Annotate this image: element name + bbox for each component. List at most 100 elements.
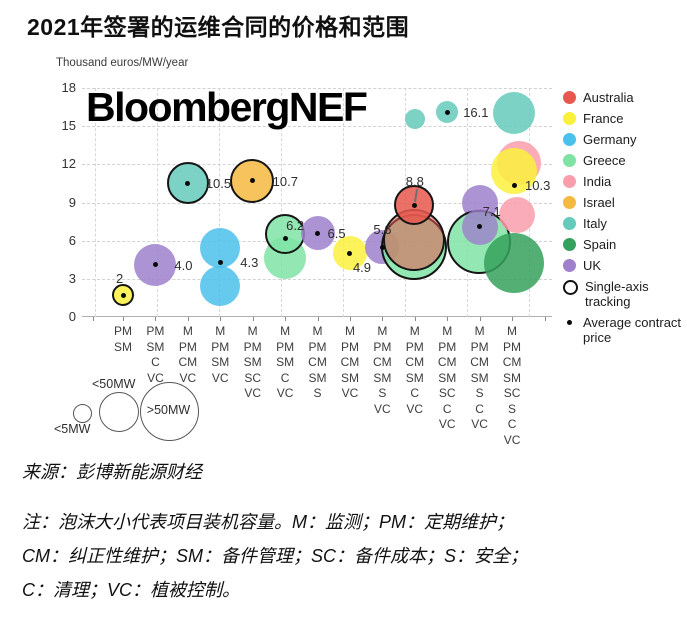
service-code: M bbox=[280, 324, 291, 338]
value-label: 4.3 bbox=[240, 255, 259, 271]
footnote-line: 注：泡沫大小代表项目装机容量。M：监测；PM：定期维护； bbox=[22, 512, 514, 532]
x-axis-tick bbox=[382, 317, 384, 321]
service-code: C bbox=[280, 370, 290, 385]
legend-item-ring: Single-axis tracking bbox=[563, 279, 685, 309]
service-code: SM bbox=[243, 355, 262, 369]
service-code: SC bbox=[244, 370, 261, 385]
x-category-label: M PM CM VC bbox=[170, 324, 206, 386]
service-code: CM bbox=[437, 355, 457, 369]
value-label: 5.6 bbox=[373, 222, 392, 238]
value-label: 16.1 bbox=[463, 105, 489, 121]
value-label: 6.2 bbox=[286, 217, 305, 233]
avg-contract-price-dot bbox=[185, 180, 191, 186]
service-code: PM bbox=[243, 339, 262, 354]
legend-swatch bbox=[563, 91, 576, 104]
y-tick-label: 18 bbox=[61, 80, 76, 96]
legend: Australia France Germany Greece India Israel I… bbox=[563, 90, 685, 351]
service-code: PM bbox=[146, 324, 165, 338]
watermark-bloombergnef: BloombergNEF bbox=[86, 84, 368, 130]
service-code: M bbox=[442, 324, 453, 338]
gridline-h bbox=[82, 164, 552, 166]
service-code: VC bbox=[471, 417, 488, 431]
legend-label: Greece bbox=[583, 153, 626, 168]
service-code: PM bbox=[405, 339, 424, 354]
gridline-v bbox=[95, 88, 96, 317]
legend-item-israel: Israel bbox=[563, 195, 685, 210]
legend-swatch bbox=[563, 196, 576, 209]
gridline-v bbox=[219, 88, 220, 317]
legend-swatch bbox=[563, 238, 576, 251]
avg-contract-price-dot bbox=[379, 244, 385, 250]
legend-item-france: France bbox=[563, 111, 685, 126]
value-label: 4.9 bbox=[352, 260, 372, 276]
service-code: PM bbox=[503, 339, 522, 354]
x-axis-tick bbox=[220, 317, 222, 321]
avg-contract-price-dot bbox=[250, 178, 256, 184]
avg-contract-price-dot bbox=[315, 230, 321, 236]
x-axis-tick bbox=[187, 317, 189, 321]
service-code: C bbox=[410, 386, 420, 400]
legend-label: Israel bbox=[583, 195, 615, 210]
size-label: >50MW bbox=[146, 403, 191, 417]
service-code: PM bbox=[114, 324, 132, 338]
gridline-h bbox=[82, 88, 552, 90]
legend-label: Germany bbox=[583, 132, 637, 147]
value-label: 10.5 bbox=[205, 176, 232, 192]
service-code: S bbox=[508, 401, 517, 416]
service-code: VC bbox=[147, 370, 164, 385]
x-category-label: M PM SM SC VC bbox=[235, 324, 271, 402]
x-axis-tick bbox=[155, 317, 157, 321]
bubble-israel-col5 bbox=[230, 158, 275, 203]
x-axis-tick bbox=[447, 317, 449, 321]
bubble-india-col13 bbox=[499, 197, 536, 234]
x-category-label: M PM SM C VC bbox=[267, 324, 303, 402]
size-circle-large bbox=[140, 382, 199, 441]
avg-contract-price-dot bbox=[444, 109, 450, 115]
service-code: VC bbox=[406, 401, 424, 416]
x-category-label: M PM CM SM VC bbox=[332, 324, 368, 402]
size-circle-small bbox=[73, 404, 92, 423]
service-code: S bbox=[313, 386, 322, 400]
x-axis-tick bbox=[414, 317, 416, 321]
service-code: M bbox=[182, 324, 193, 338]
x-axis-tick bbox=[317, 317, 319, 321]
service-code: CM bbox=[308, 355, 327, 369]
service-code: PM bbox=[276, 339, 295, 354]
gridline-h bbox=[82, 278, 552, 280]
avg-contract-price-dot bbox=[120, 292, 126, 298]
y-tick-label: 15 bbox=[61, 118, 76, 134]
service-code: C bbox=[507, 417, 517, 431]
legend-label: UK bbox=[583, 258, 602, 273]
bubble-italy-col10 bbox=[404, 108, 425, 129]
service-code: SM bbox=[438, 370, 457, 385]
service-code: PM bbox=[373, 339, 392, 354]
service-code: M bbox=[344, 324, 355, 338]
service-code: VC bbox=[276, 386, 294, 400]
service-code: M bbox=[312, 324, 323, 338]
service-code: SC bbox=[503, 386, 521, 400]
service-code: VC bbox=[179, 370, 197, 385]
service-code: PM bbox=[178, 339, 197, 354]
service-code: VC bbox=[211, 370, 229, 385]
bubble-spain-col13 bbox=[484, 232, 545, 293]
x-axis-tick bbox=[545, 317, 546, 321]
gridline-v bbox=[343, 88, 344, 317]
service-code: M bbox=[474, 324, 485, 338]
service-code: M bbox=[507, 324, 518, 338]
x-category-label: M PM CM SM SC C VC bbox=[429, 324, 465, 433]
service-code: SM bbox=[308, 370, 327, 385]
service-code: M bbox=[409, 324, 420, 338]
x-axis-tick bbox=[93, 317, 94, 321]
x-axis-tick bbox=[479, 317, 481, 321]
value-label: 8.8 bbox=[405, 174, 424, 190]
legend-swatch bbox=[563, 133, 576, 146]
x-category-label: M PM SM VC bbox=[202, 324, 238, 386]
service-code: CM bbox=[502, 355, 522, 369]
service-code: M bbox=[215, 324, 226, 338]
service-code: CM bbox=[405, 355, 425, 369]
legend-item-uk: UK bbox=[563, 258, 685, 273]
legend-item-italy: Italy bbox=[563, 216, 685, 231]
y-tick-label: 3 bbox=[68, 270, 76, 286]
legend-swatch bbox=[563, 112, 576, 125]
x-axis-tick bbox=[512, 317, 514, 321]
